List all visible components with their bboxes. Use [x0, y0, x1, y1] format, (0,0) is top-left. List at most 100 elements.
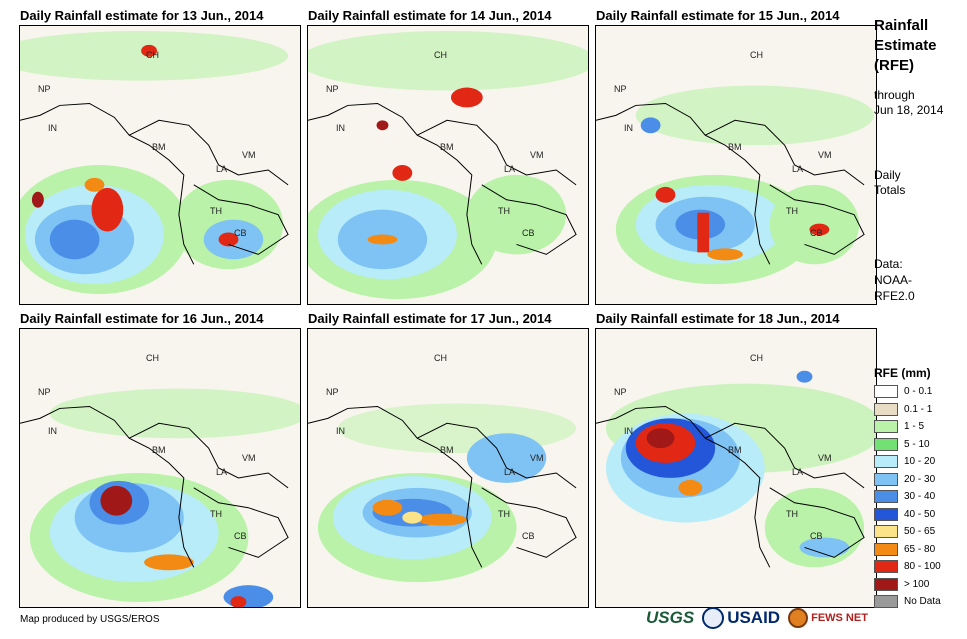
legend-swatch	[874, 525, 898, 539]
fewsnet-logo-text: FEWS NET	[811, 612, 868, 624]
fewsnet-logo: FEWS NET	[788, 608, 868, 628]
label-vietnam: VM	[530, 150, 544, 160]
legend-swatch	[874, 472, 898, 486]
label-vietnam: VM	[818, 453, 832, 463]
legend-item: 5 - 10	[874, 436, 941, 454]
legend-swatch	[874, 507, 898, 521]
legend: 0 - 0.1 0.1 - 1 1 - 5 5 - 10 10 - 20 20 - 30 3…	[874, 383, 941, 611]
label-nepal: NP	[38, 84, 51, 94]
label-thailand: TH	[210, 206, 222, 216]
usaid-seal-icon	[702, 607, 725, 629]
label-cambodia: CB	[234, 228, 247, 238]
label-cambodia: CB	[522, 531, 535, 541]
legend-label: 0 - 0.1	[904, 386, 933, 398]
label-india: IN	[624, 123, 633, 133]
label-vietnam: VM	[530, 453, 544, 463]
label-burma: BM	[728, 142, 742, 152]
label-burma: BM	[152, 142, 166, 152]
label-nepal: NP	[326, 84, 339, 94]
legend-label: 65 - 80	[904, 543, 936, 555]
usgs-logo: USGS	[646, 608, 695, 627]
label-china: CH	[434, 353, 447, 363]
panel-title-16jun: Daily Rainfall estimate for 16 Jun., 201…	[20, 311, 264, 326]
label-india: IN	[48, 123, 57, 133]
label-burma: BM	[728, 445, 742, 455]
sidebar-daily: Daily	[874, 168, 901, 182]
rainfall-map-13jun: CH NP IN BM LA VM TH CB	[19, 25, 301, 305]
legend-item: 0.1 - 1	[874, 401, 941, 419]
panel-title-18jun: Daily Rainfall estimate for 18 Jun., 201…	[596, 311, 840, 326]
sidebar-title-line3: (RFE)	[874, 57, 914, 74]
label-nepal: NP	[326, 387, 339, 397]
legend-label: 1 - 5	[904, 421, 925, 433]
rainfall-map-15jun: CH NP IN BM LA VM TH CB	[595, 25, 877, 305]
sidebar-title: Rainfall Estimate (RFE)	[874, 16, 937, 76]
legend-item: 50 - 65	[874, 523, 941, 541]
legend-item: 1 - 5	[874, 418, 941, 436]
legend-swatch	[874, 542, 898, 556]
legend-swatch	[874, 402, 898, 416]
label-thailand: TH	[786, 206, 798, 216]
rainfall-map-17jun-graphic	[308, 329, 588, 607]
logo-bar: USGS USAID FEWS NET	[646, 607, 868, 629]
label-cambodia: CB	[522, 228, 535, 238]
legend-swatch	[874, 455, 898, 469]
legend-item: 80 - 100	[874, 558, 941, 576]
rainfall-map-17jun: CH NP IN BM LA VM TH CB	[307, 328, 589, 608]
legend-label: No Data	[904, 596, 941, 608]
legend-label: 40 - 50	[904, 508, 936, 520]
label-thailand: TH	[210, 509, 222, 519]
legend-label: 80 - 100	[904, 561, 941, 573]
legend-item: 40 - 50	[874, 506, 941, 524]
panel-title-15jun: Daily Rainfall estimate for 15 Jun., 201…	[596, 8, 840, 23]
legend-label: 30 - 40	[904, 491, 936, 503]
sidebar-date: Jun 18, 2014	[874, 103, 944, 117]
legend-item: 0 - 0.1	[874, 383, 941, 401]
rainfall-map-14jun-graphic	[308, 26, 588, 304]
sidebar-totals: Totals	[874, 183, 906, 197]
sidebar-title-line1: Rainfall	[874, 17, 929, 34]
label-nepal: NP	[614, 84, 627, 94]
legend-label: 50 - 65	[904, 526, 936, 538]
legend-item: 10 - 20	[874, 453, 941, 471]
label-vietnam: VM	[242, 453, 256, 463]
label-thailand: TH	[786, 509, 798, 519]
sidebar-through: through	[874, 88, 915, 102]
label-laos: LA	[216, 164, 228, 174]
sidebar-title-line2: Estimate	[874, 37, 937, 54]
sidebar-data-source2: RFE2.0	[874, 289, 915, 303]
rainfall-map-13jun-graphic	[20, 26, 300, 304]
label-cambodia: CB	[234, 531, 247, 541]
legend-item: 30 - 40	[874, 488, 941, 506]
label-laos: LA	[792, 467, 804, 477]
label-thailand: TH	[498, 206, 510, 216]
label-vietnam: VM	[242, 150, 256, 160]
panel-title-14jun: Daily Rainfall estimate for 14 Jun., 201…	[308, 8, 552, 23]
legend-swatch	[874, 385, 898, 399]
rainfall-map-16jun: CH NP IN BM LA VM TH CB	[19, 328, 301, 608]
label-laos: LA	[504, 467, 516, 477]
legend-item: No Data	[874, 593, 941, 611]
rainfall-map-14jun: CH NP IN BM LA VM TH CB	[307, 25, 589, 305]
label-india: IN	[624, 426, 633, 436]
label-india: IN	[336, 123, 345, 133]
label-laos: LA	[504, 164, 516, 174]
label-cambodia: CB	[810, 228, 823, 238]
sidebar-data-source1: NOAA-	[874, 273, 913, 287]
legend-swatch	[874, 595, 898, 609]
usaid-logo-text: USAID	[727, 608, 781, 627]
label-nepal: NP	[38, 387, 51, 397]
legend-label: 20 - 30	[904, 473, 936, 485]
rainfall-map-18jun: CH NP IN BM LA VM TH CB	[595, 328, 877, 608]
legend-item: > 100	[874, 576, 941, 594]
credit-text: Map produced by USGS/EROS	[20, 614, 160, 625]
legend-swatch	[874, 490, 898, 504]
rainfall-map-18jun-graphic	[596, 329, 876, 607]
fewsnet-emblem-icon	[788, 608, 809, 628]
label-nepal: NP	[614, 387, 627, 397]
rainfall-map-15jun-graphic	[596, 26, 876, 304]
label-china: CH	[750, 50, 763, 60]
legend-label: 0.1 - 1	[904, 403, 933, 415]
legend-item: 20 - 30	[874, 471, 941, 489]
legend-title: RFE (mm)	[874, 366, 931, 380]
